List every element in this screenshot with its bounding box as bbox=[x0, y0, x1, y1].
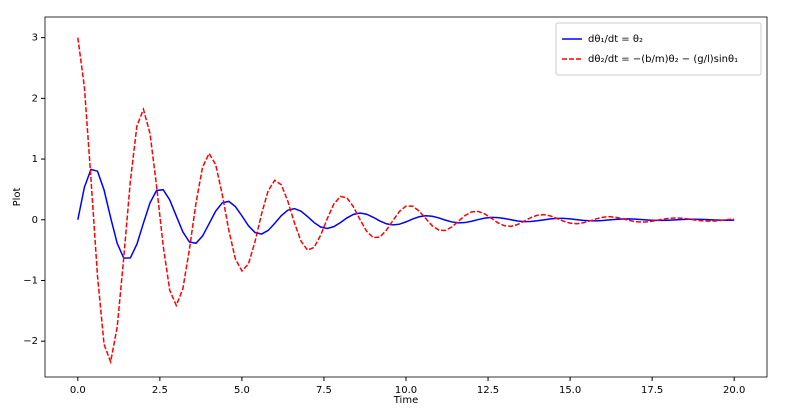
y-tick-label: 3 bbox=[32, 33, 38, 44]
x-axis-label: Time bbox=[393, 395, 418, 406]
y-tick-label: 0 bbox=[32, 215, 38, 226]
y-tick-label: 2 bbox=[32, 93, 38, 104]
data-line bbox=[77, 37, 735, 365]
legend-label: dθ₂/dt = −(b/m)θ₂ − (g/l)sinθ₁ bbox=[588, 54, 738, 65]
plot-frame bbox=[44, 16, 768, 378]
y-tick-label: −1 bbox=[23, 275, 38, 286]
x-tick-label: 10.0 bbox=[395, 385, 417, 396]
y-axis-label: Plot bbox=[12, 188, 23, 207]
x-tick-label: 0.0 bbox=[70, 385, 86, 396]
x-tick-label: 17.5 bbox=[641, 385, 663, 396]
y-tick-label: −2 bbox=[23, 336, 38, 347]
x-tick-label: 12.5 bbox=[477, 385, 499, 396]
y-tick-label: 1 bbox=[32, 154, 38, 165]
x-tick-label: 5.0 bbox=[234, 385, 250, 396]
x-tick-label: 15.0 bbox=[559, 385, 581, 396]
legend-label: dθ₁/dt = θ₂ bbox=[588, 34, 643, 45]
legend-box bbox=[555, 22, 762, 76]
x-tick-label: 2.5 bbox=[152, 385, 168, 396]
x-tick-label: 7.5 bbox=[316, 385, 332, 396]
x-tick-label: 20.0 bbox=[723, 385, 745, 396]
